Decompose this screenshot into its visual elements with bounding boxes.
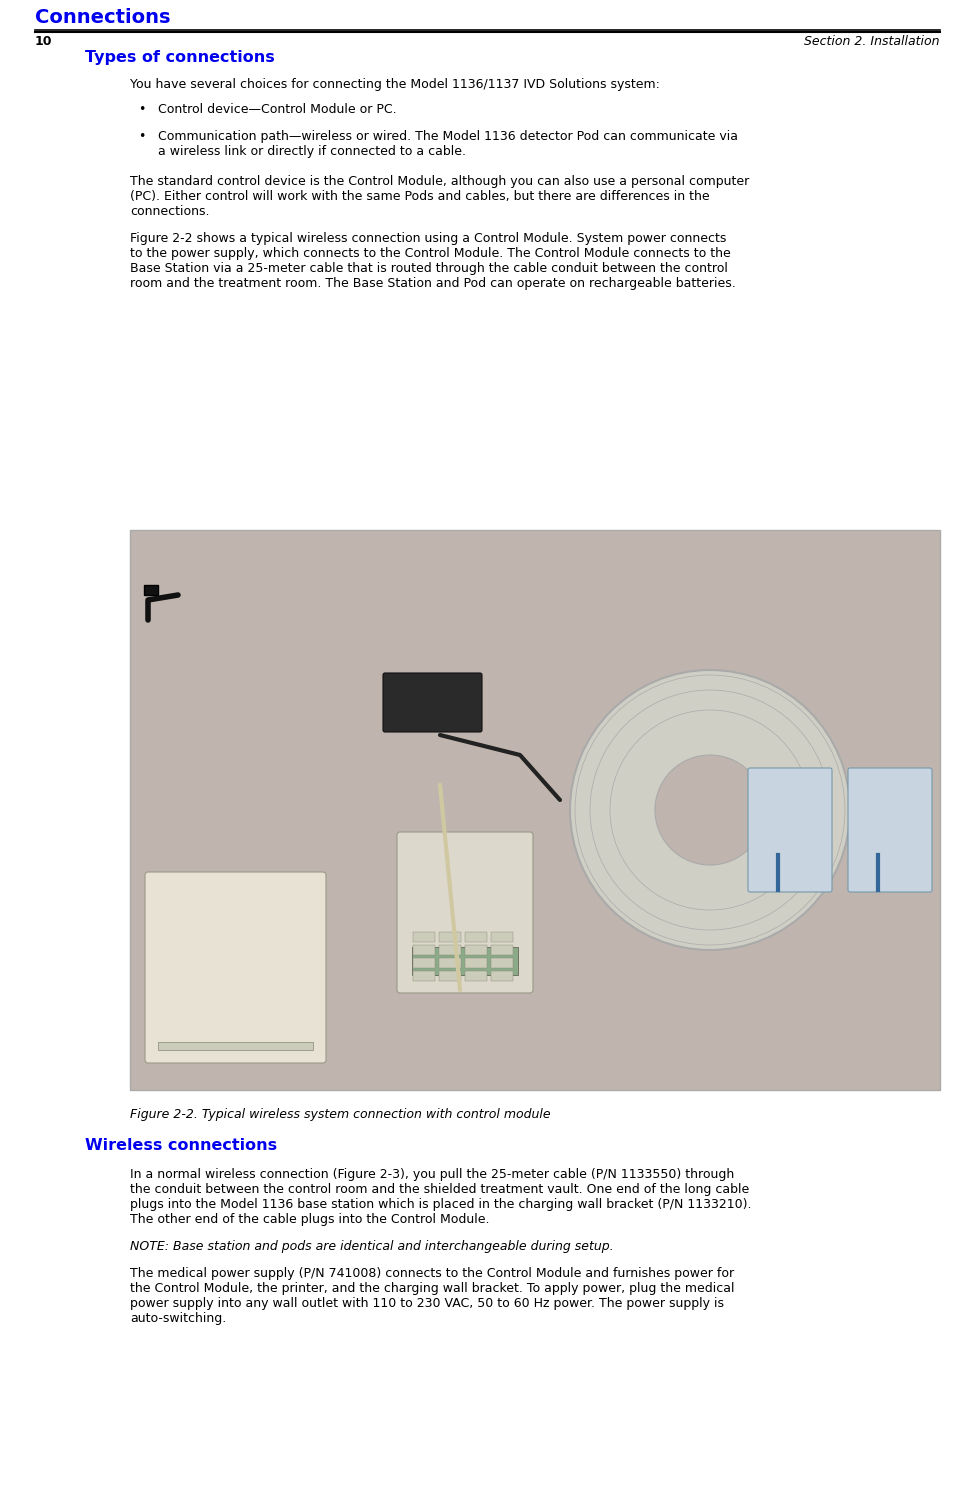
Bar xyxy=(413,933,435,941)
Text: a wireless link or directly if connected to a cable.: a wireless link or directly if connected… xyxy=(158,146,466,157)
Text: Figure 2-2. Typical wireless system connection with control module: Figure 2-2. Typical wireless system conn… xyxy=(130,1108,551,1121)
Text: Connections: Connections xyxy=(35,7,171,27)
Bar xyxy=(413,971,435,982)
Text: In a normal wireless connection (Figure 2-3), you pull the 25-meter cable (P/N 1: In a normal wireless connection (Figure … xyxy=(130,1169,734,1181)
Text: The medical power supply (P/N 741008) connects to the Control Module and furnish: The medical power supply (P/N 741008) co… xyxy=(130,1267,734,1280)
Bar xyxy=(413,944,435,955)
Circle shape xyxy=(655,754,765,864)
Text: NOTE: Base station and pods are identical and interchangeable during setup.: NOTE: Base station and pods are identica… xyxy=(130,1240,613,1253)
FancyBboxPatch shape xyxy=(848,768,932,892)
Text: connections.: connections. xyxy=(130,205,210,218)
Text: Types of connections: Types of connections xyxy=(85,50,275,65)
Text: Wireless connections: Wireless connections xyxy=(85,1138,277,1152)
Text: Base Station via a 25-meter cable that is routed through the cable conduit betwe: Base Station via a 25-meter cable that i… xyxy=(130,261,728,275)
Text: Communication path—wireless or wired. The Model 1136 detector Pod can communicat: Communication path—wireless or wired. Th… xyxy=(158,131,738,143)
Text: room and the treatment room. The Base Station and Pod can operate on rechargeabl: room and the treatment room. The Base St… xyxy=(130,278,736,290)
Bar xyxy=(465,971,487,982)
Text: plugs into the Model 1136 base station which is placed in the charging wall brac: plugs into the Model 1136 base station w… xyxy=(130,1198,752,1210)
Text: 10: 10 xyxy=(35,36,53,48)
FancyBboxPatch shape xyxy=(397,832,533,993)
Circle shape xyxy=(570,670,850,950)
Text: The other end of the cable plugs into the Control Module.: The other end of the cable plugs into th… xyxy=(130,1213,489,1227)
Bar xyxy=(439,944,461,955)
Bar xyxy=(412,947,518,976)
Text: •: • xyxy=(138,102,145,116)
Text: the Control Module, the printer, and the charging wall bracket. To apply power, : the Control Module, the printer, and the… xyxy=(130,1282,734,1295)
FancyBboxPatch shape xyxy=(748,768,832,892)
Bar xyxy=(413,958,435,968)
Bar xyxy=(491,958,513,968)
Bar xyxy=(439,958,461,968)
Bar xyxy=(439,971,461,982)
Bar xyxy=(130,530,940,1090)
Bar xyxy=(465,933,487,941)
Text: You have several choices for connecting the Model 1136/1137 IVD Solutions system: You have several choices for connecting … xyxy=(130,79,660,91)
Bar xyxy=(158,1042,313,1050)
Bar xyxy=(465,944,487,955)
Text: •: • xyxy=(138,131,145,143)
Text: Figure 2-2 shows a typical wireless connection using a Control Module. System po: Figure 2-2 shows a typical wireless conn… xyxy=(130,232,726,245)
Bar xyxy=(491,933,513,941)
Bar xyxy=(439,933,461,941)
FancyBboxPatch shape xyxy=(145,872,326,1063)
Bar xyxy=(491,971,513,982)
Text: (PC). Either control will work with the same Pods and cables, but there are diff: (PC). Either control will work with the … xyxy=(130,190,710,203)
Text: the conduit between the control room and the shielded treatment vault. One end o: the conduit between the control room and… xyxy=(130,1184,749,1195)
Text: to the power supply, which connects to the Control Module. The Control Module co: to the power supply, which connects to t… xyxy=(130,247,730,260)
FancyBboxPatch shape xyxy=(383,673,482,732)
Text: auto-switching.: auto-switching. xyxy=(130,1313,226,1325)
Text: Section 2. Installation: Section 2. Installation xyxy=(804,36,940,48)
Bar xyxy=(465,958,487,968)
Text: power supply into any wall outlet with 110 to 230 VAC, 50 to 60 Hz power. The po: power supply into any wall outlet with 1… xyxy=(130,1296,724,1310)
Text: The standard control device is the Control Module, although you can also use a p: The standard control device is the Contr… xyxy=(130,175,749,189)
Bar xyxy=(491,944,513,955)
Text: Control device—Control Module or PC.: Control device—Control Module or PC. xyxy=(158,102,397,116)
Bar xyxy=(144,585,158,595)
